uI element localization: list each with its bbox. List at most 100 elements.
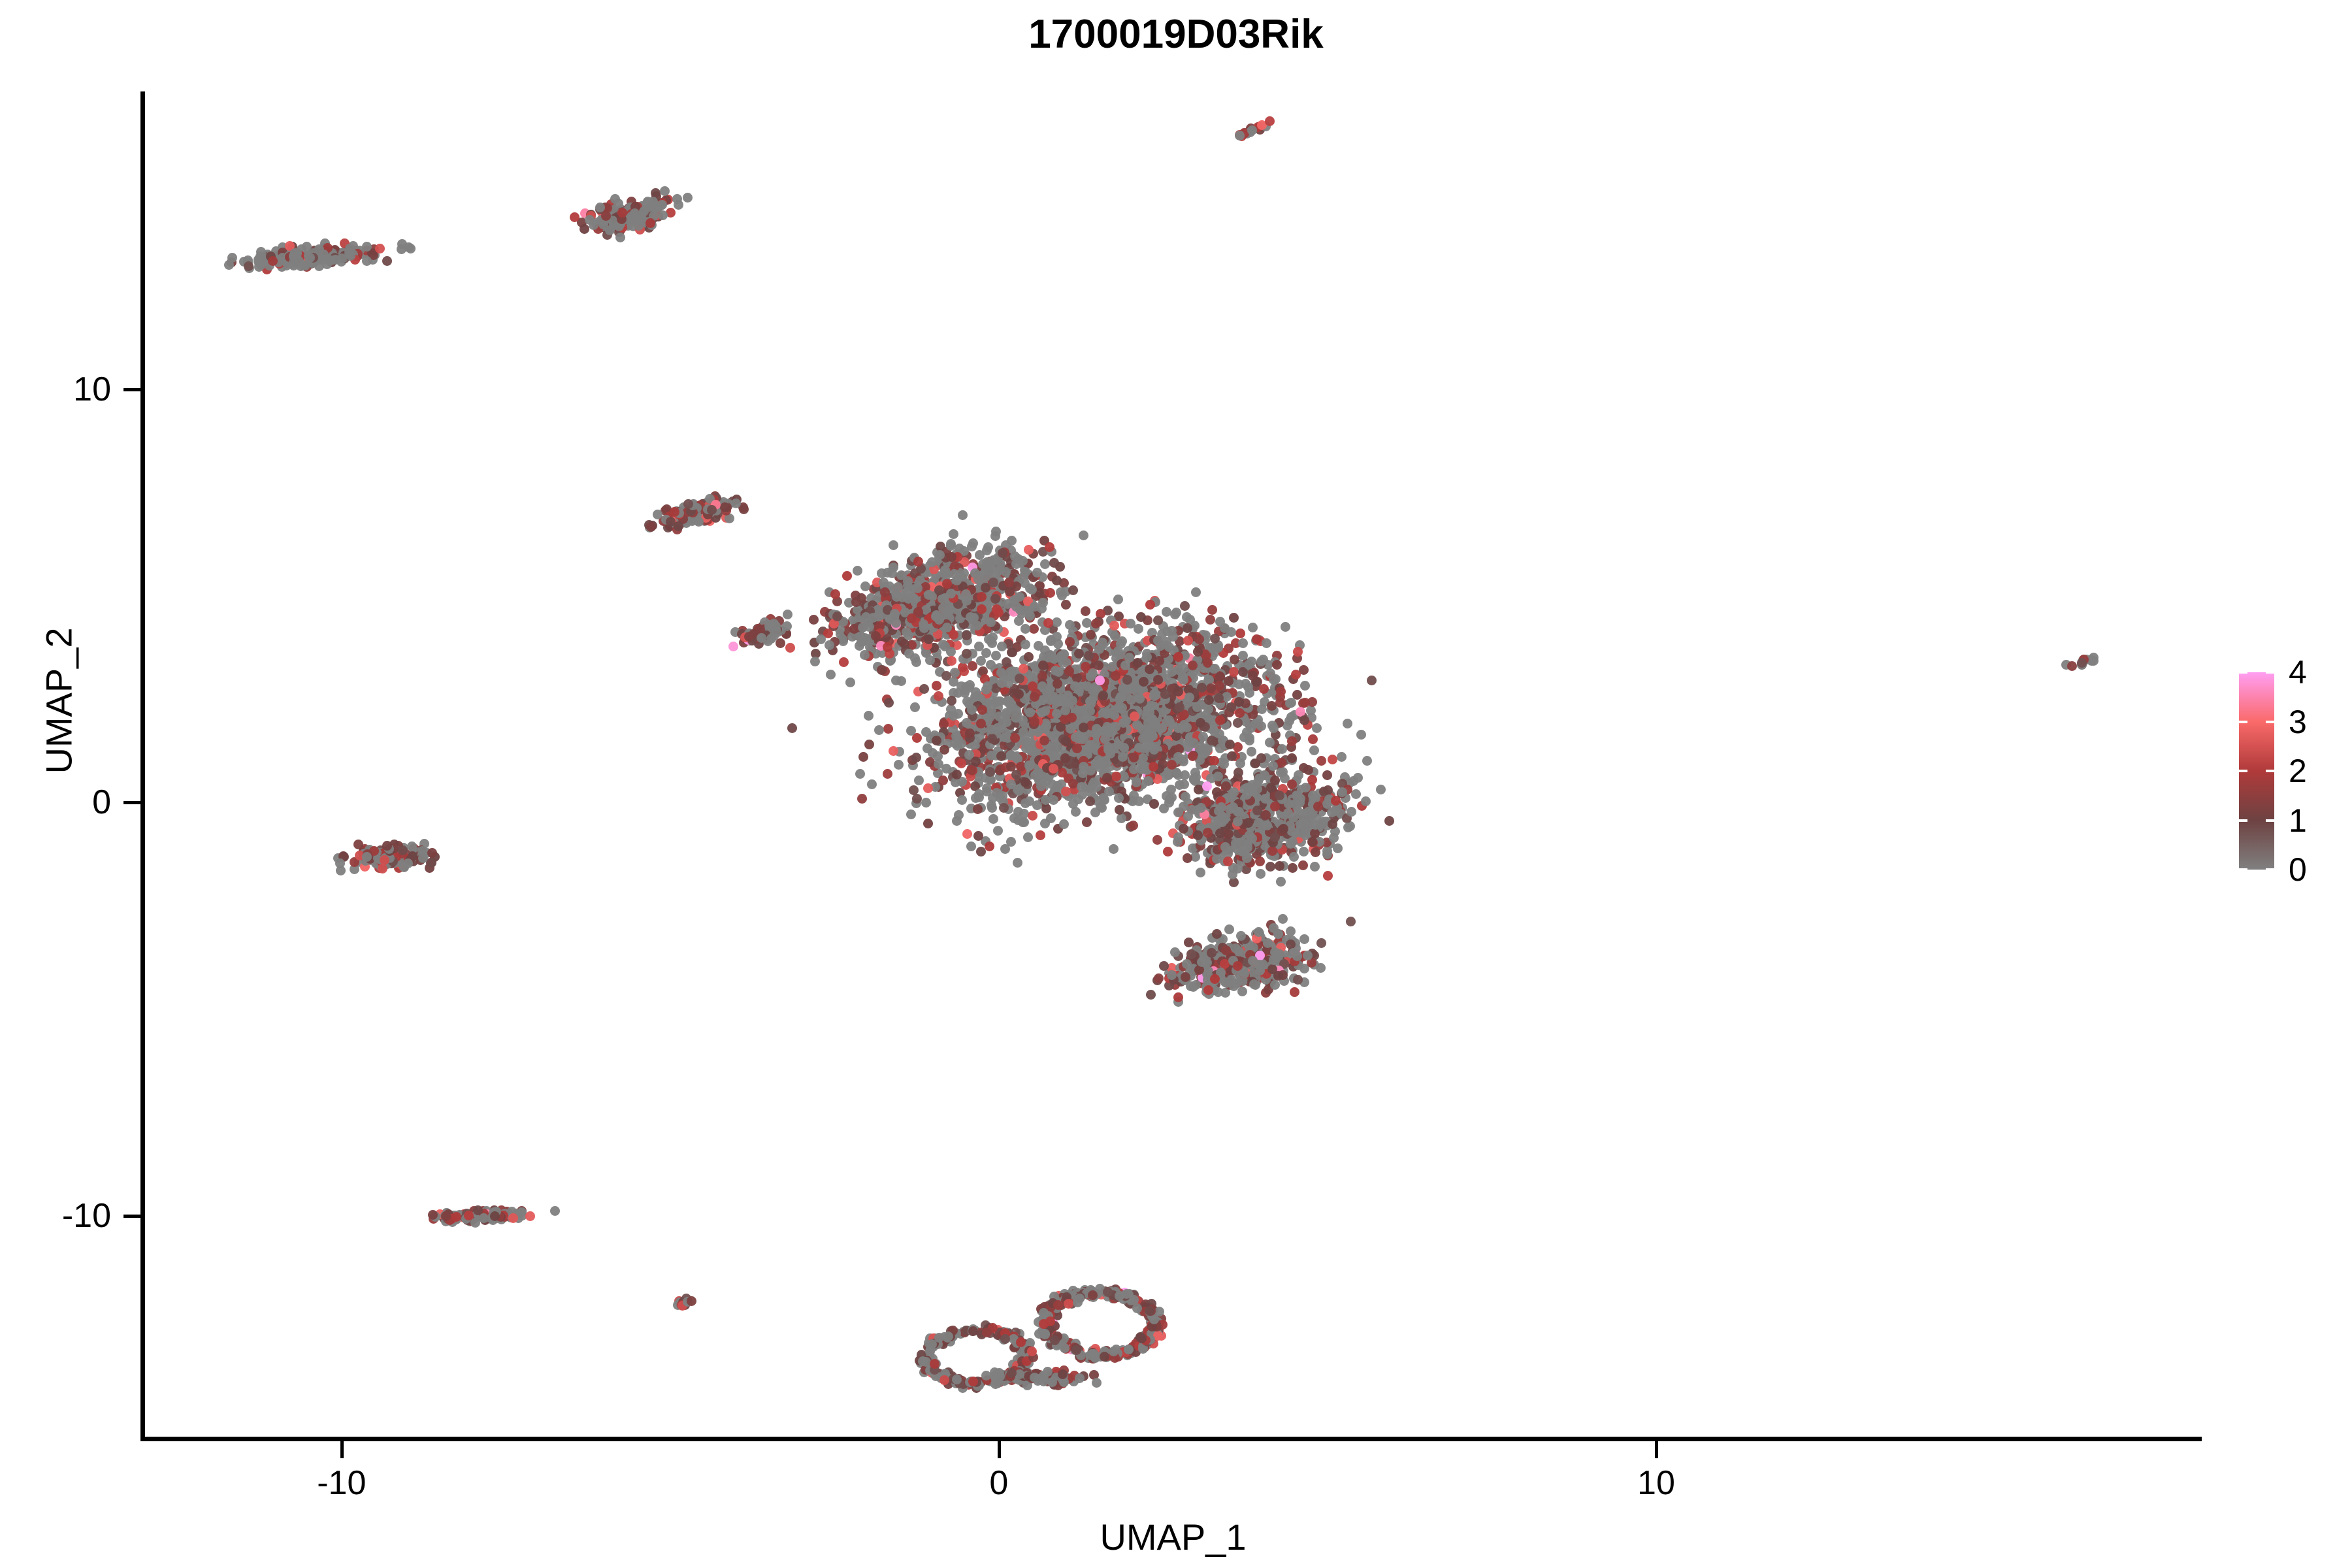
scatter-point — [1004, 577, 1015, 587]
scatter-point — [1045, 588, 1055, 598]
scatter-point — [1224, 828, 1234, 839]
scatter-point — [974, 641, 985, 651]
scatter-point — [1342, 718, 1352, 728]
scatter-point — [1316, 962, 1326, 973]
scatter-point — [1119, 743, 1129, 753]
scatter-point — [996, 641, 1007, 651]
scatter-point — [1228, 613, 1239, 623]
scatter-point — [1313, 801, 1323, 811]
scatter-point — [1247, 747, 1257, 757]
scatter-point — [983, 542, 993, 553]
scatter-point — [1071, 743, 1082, 754]
scatter-point — [1157, 723, 1168, 733]
scatter-point — [1045, 634, 1056, 645]
scatter-point — [830, 589, 840, 599]
scatter-point — [302, 241, 312, 252]
scatter-point — [1285, 698, 1296, 709]
scatter-point — [966, 704, 977, 715]
scatter-point — [1044, 542, 1054, 553]
scatter-point — [1019, 817, 1029, 827]
scatter-point — [1085, 696, 1095, 706]
scatter-point — [948, 529, 958, 539]
scatter-point — [1140, 731, 1151, 742]
scatter-point — [1229, 655, 1239, 665]
scatter-point — [1350, 789, 1361, 799]
scatter-point — [1323, 871, 1333, 881]
scatter-point — [1196, 867, 1206, 877]
scatter-point — [883, 768, 893, 779]
scatter-point — [1229, 667, 1239, 678]
scatter-point — [1029, 601, 1039, 612]
scatter-point — [1026, 584, 1037, 595]
scatter-point — [1027, 681, 1037, 691]
scatter-point — [1091, 723, 1102, 734]
scatter-point — [1263, 938, 1273, 948]
scatter-point — [1254, 817, 1264, 828]
scatter-point — [1235, 629, 1245, 639]
scatter-point — [1269, 801, 1280, 811]
scatter-point — [1166, 759, 1177, 770]
scatter-point — [1167, 792, 1177, 802]
scatter-point — [1184, 692, 1194, 702]
scatter-point — [951, 730, 961, 741]
scatter-point — [966, 841, 976, 851]
scatter-point — [1182, 623, 1192, 633]
scatter-point — [1202, 781, 1213, 792]
scatter-point — [1023, 832, 1034, 843]
scatter-point — [1037, 598, 1048, 608]
scatter-point — [1272, 659, 1282, 670]
scatter-point — [1162, 846, 1173, 857]
scatter-point — [1109, 620, 1119, 630]
scatter-point — [1060, 736, 1071, 746]
scatter-point — [1190, 587, 1201, 598]
scatter-point — [658, 210, 668, 221]
scatter-point — [991, 787, 1002, 798]
scatter-point — [1029, 623, 1039, 634]
scatter-point — [1149, 799, 1159, 809]
scatter-point — [1250, 759, 1261, 769]
scatter-point — [1064, 666, 1074, 676]
scatter-point — [1122, 675, 1132, 685]
scatter-point — [659, 186, 670, 196]
scatter-point — [1188, 751, 1198, 761]
scatter-point — [933, 759, 943, 770]
scatter-point — [1260, 809, 1271, 820]
scatter-point — [223, 260, 234, 270]
scatter-point — [615, 233, 625, 243]
scatter-point — [1081, 817, 1092, 827]
scatter-point — [1045, 813, 1056, 824]
scatter-point — [1109, 631, 1120, 642]
scatter-point — [1260, 793, 1271, 804]
scatter-point — [336, 253, 347, 263]
scatter-point — [1322, 770, 1333, 780]
scatter-point — [1085, 796, 1095, 806]
scatter-point — [1316, 938, 1326, 948]
scatter-point — [882, 642, 892, 652]
scatter-point — [782, 610, 792, 620]
scatter-point — [1375, 784, 1386, 794]
scatter-point — [1006, 535, 1017, 546]
scatter-point — [961, 649, 972, 659]
scatter-point — [942, 622, 953, 632]
scatter-point — [1048, 763, 1058, 774]
scatter-point — [1261, 638, 1271, 649]
scatter-point — [1004, 695, 1014, 706]
scatter-point — [1162, 769, 1173, 779]
scatter-point — [1274, 861, 1284, 871]
scatter-point — [361, 255, 372, 266]
scatter-point — [1337, 787, 1347, 798]
scatter-point — [1362, 755, 1372, 766]
scatter-point — [987, 734, 997, 743]
scatter-point — [1138, 676, 1149, 687]
scatter-point — [1316, 756, 1326, 766]
scatter-point — [866, 779, 877, 790]
scatter-point — [858, 752, 868, 762]
scatter-point — [1010, 713, 1021, 723]
scatter-point — [956, 739, 967, 749]
scatter-point — [1299, 715, 1309, 725]
scatter-point — [1233, 806, 1244, 817]
scatter-point — [991, 604, 1002, 614]
scatter-point — [1215, 715, 1225, 725]
scatter-point — [1085, 706, 1096, 716]
scatter-point — [1183, 636, 1193, 646]
